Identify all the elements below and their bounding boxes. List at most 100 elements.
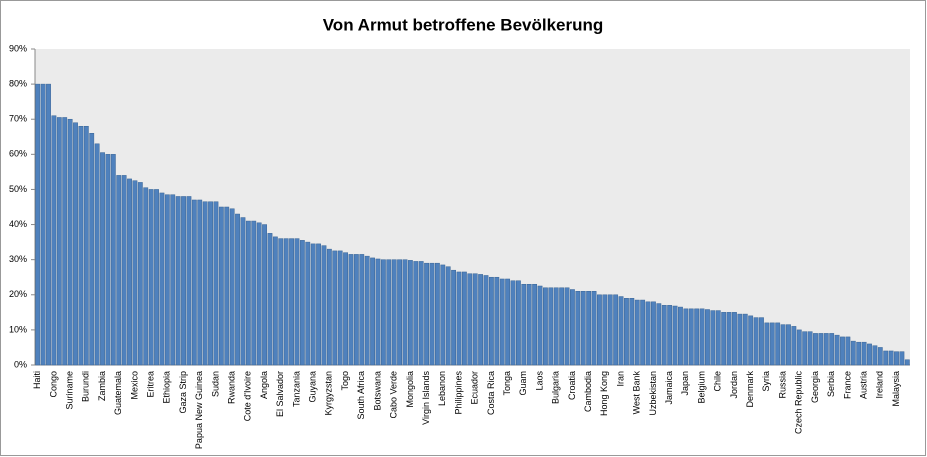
- y-tick-label: 40%: [9, 219, 27, 229]
- bar: [564, 287, 570, 366]
- x-tick-label: Chile: [713, 371, 723, 392]
- x-tick-label: Cambodia: [583, 371, 593, 412]
- bar: [672, 305, 678, 366]
- x-tick-label: Suriname: [64, 371, 74, 410]
- bar: [694, 308, 700, 366]
- x-tick-label: Czech Republic: [794, 371, 804, 435]
- bar: [310, 243, 316, 366]
- bar: [478, 274, 484, 366]
- bar: [570, 289, 575, 366]
- bar: [661, 305, 667, 366]
- bar: [667, 305, 673, 366]
- bar: [807, 331, 813, 366]
- bar: [148, 189, 154, 366]
- bar: [289, 238, 294, 366]
- x-tick-label: Cote d'Ivoire: [243, 371, 253, 421]
- bar: [424, 262, 430, 366]
- x-tick-label: Denmark: [745, 371, 755, 408]
- bar: [105, 154, 111, 366]
- x-tick-label: Eritrea: [146, 371, 156, 398]
- bar: [780, 324, 786, 366]
- bar: [386, 259, 392, 366]
- x-tick-label: Haiti: [32, 371, 42, 389]
- bar: [597, 294, 602, 366]
- bar: [235, 213, 240, 366]
- bar: [732, 312, 737, 366]
- x-tick-label: Ireland: [875, 371, 885, 399]
- bar: [402, 259, 408, 366]
- bar: [337, 250, 343, 366]
- y-tick-label: 60%: [9, 149, 27, 159]
- bar: [262, 224, 267, 366]
- x-tick-label: Zambia: [97, 371, 107, 401]
- bar: [742, 313, 748, 366]
- bar: [721, 312, 727, 366]
- bar: [326, 248, 332, 366]
- bar: [861, 341, 867, 366]
- x-tick-label: Croatia: [567, 371, 577, 400]
- bar: [786, 324, 791, 366]
- bar: [823, 333, 829, 366]
- y-tick-label: 20%: [9, 289, 27, 299]
- bar: [137, 182, 143, 366]
- bar: [483, 275, 489, 366]
- bar: [83, 125, 89, 366]
- x-tick-label: Gaza Strip: [178, 371, 188, 414]
- bar: [769, 322, 775, 366]
- bar: [634, 299, 640, 366]
- bar: [845, 336, 851, 366]
- bar: [456, 271, 462, 366]
- bar: [516, 280, 521, 366]
- bar: [618, 296, 624, 366]
- bar: [840, 336, 845, 366]
- bar: [559, 287, 565, 366]
- bar: [624, 298, 629, 366]
- bar: [472, 273, 478, 366]
- bar: [613, 294, 619, 366]
- bar: [699, 308, 705, 366]
- x-tick-label: South Africa: [356, 371, 366, 420]
- x-tick-label: Bulgaria: [551, 371, 561, 404]
- bar: [850, 340, 856, 366]
- bar: [737, 313, 743, 366]
- x-tick-label: Japan: [680, 371, 690, 396]
- bar: [678, 306, 683, 366]
- x-tick-label: Mongolia: [405, 371, 415, 408]
- bar: [775, 322, 781, 366]
- y-tick-label: 10%: [9, 324, 27, 334]
- x-tick-label: Congo: [48, 371, 58, 398]
- x-tick-label: Ethiopia: [162, 371, 172, 404]
- bar: [532, 283, 538, 366]
- bar: [553, 287, 559, 366]
- bar: [629, 298, 635, 366]
- bar: [575, 291, 581, 366]
- bar: [883, 350, 889, 366]
- bar: [191, 199, 197, 366]
- bar: [791, 326, 797, 366]
- x-tick-label: Jordan: [729, 371, 739, 399]
- bar: [391, 259, 397, 366]
- bar: [715, 310, 721, 366]
- bar: [332, 250, 338, 366]
- bar: [283, 238, 289, 366]
- x-tick-label: Costa Rica: [486, 371, 496, 415]
- bar: [899, 351, 905, 366]
- bar: [67, 118, 73, 366]
- bar: [35, 83, 41, 366]
- bar: [499, 278, 505, 366]
- bar: [40, 83, 46, 366]
- bar: [894, 351, 899, 366]
- bar: [316, 243, 321, 366]
- bar: [445, 266, 451, 366]
- bar: [110, 154, 116, 366]
- bar: [256, 222, 262, 366]
- x-tick-label: Tanzania: [291, 371, 301, 407]
- x-tick-label: Guyana: [308, 371, 318, 403]
- plot-area: [35, 49, 910, 365]
- bar: [759, 317, 764, 366]
- x-tick-label: Georgia: [810, 371, 820, 403]
- bar: [251, 220, 257, 366]
- bar: [56, 117, 62, 366]
- bar: [78, 125, 84, 366]
- bar: [710, 310, 716, 366]
